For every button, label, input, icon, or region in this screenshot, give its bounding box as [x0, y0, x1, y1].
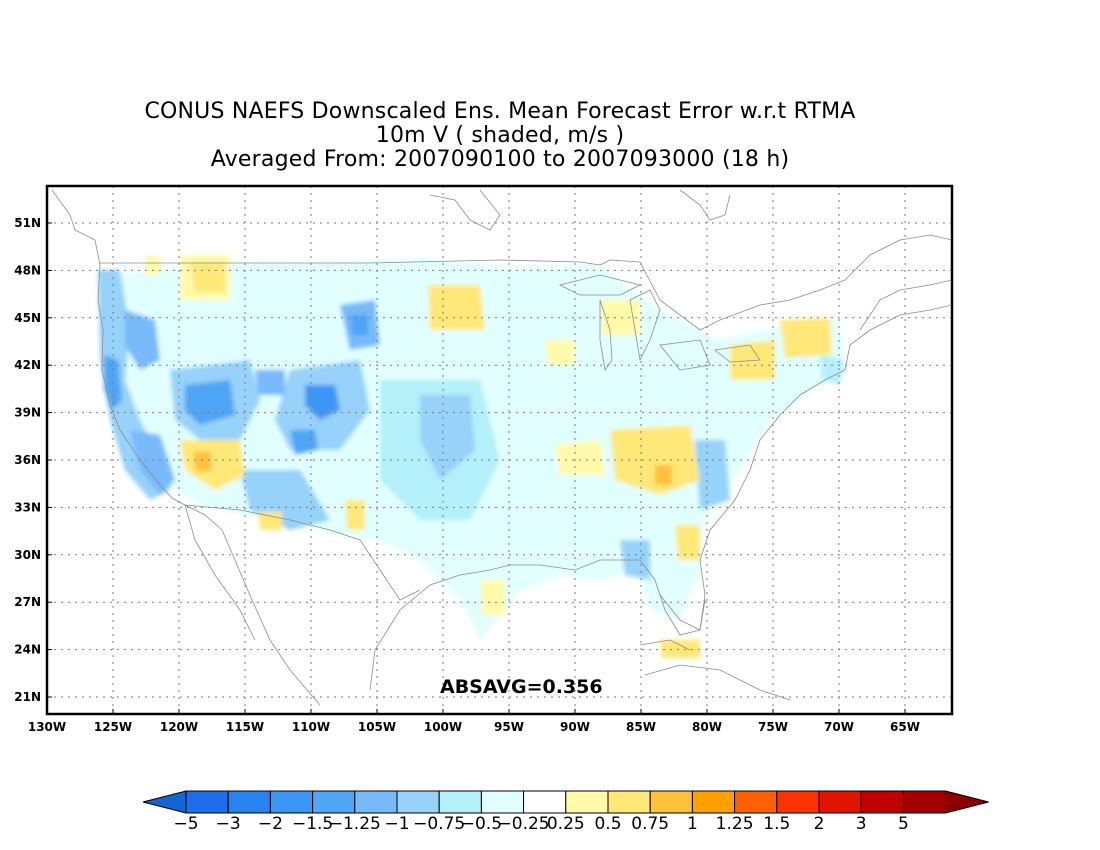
lon-tick-label: 125W: [94, 720, 132, 734]
colorbar-swatch: [902, 790, 947, 814]
colorbar-label: −1.25: [329, 814, 381, 834]
colorbar-swatch: [565, 790, 609, 814]
colorbar-label: 3: [856, 814, 867, 834]
map-frame: [45, 184, 954, 716]
colorbar-swatch: [523, 790, 567, 814]
colorbar-label: 5: [898, 814, 909, 834]
colorbar-swatch: [860, 790, 904, 814]
colorbar-swatch: [734, 790, 778, 814]
colorbar-label: −1: [384, 814, 409, 834]
colorbar-label: 1: [687, 814, 698, 834]
lat-tick-label: 51N: [14, 216, 41, 230]
colorbar-swatch: [396, 790, 440, 814]
lon-tick-label: 85W: [626, 720, 656, 734]
colorbar-swatch: [438, 790, 482, 814]
colorbar-swatch: [354, 790, 398, 814]
colorbar-label: 0.5: [594, 814, 621, 834]
colorbar-label: −2: [258, 814, 283, 834]
colorbar-swatch: [607, 790, 651, 814]
colorbar-label: 0.25: [547, 814, 585, 834]
map-subtitle: 10m V ( shaded, m/s ): [375, 123, 625, 148]
map-title: CONUS NAEFS Downscaled Ens. Mean Forecas…: [144, 99, 856, 124]
colorbar-label: −0.5: [461, 814, 502, 834]
lat-tick-label: 21N: [14, 690, 41, 704]
colorbar-label: −3: [216, 814, 241, 834]
latitude-axis: 51N 48N 45N 42N 39N 36N 33N 30N 27N 24N 21N: [14, 216, 52, 704]
lon-tick-label: 120W: [160, 720, 198, 734]
lat-tick-label: 30N: [14, 548, 41, 562]
colorbar-swatch: [480, 790, 525, 814]
colorbar-right-arrow: [945, 790, 989, 814]
absavg-label: ABSAVG=0.356: [440, 676, 603, 698]
lon-tick-label: 90W: [560, 720, 590, 734]
lon-tick-label: 100W: [424, 720, 462, 734]
colorbar-swatch: [649, 790, 693, 814]
colorbar-label: −0.25: [498, 814, 550, 834]
lat-tick-label: 48N: [14, 263, 41, 277]
averaging-period: Averaged From: 2007090100 to 2007093000 …: [210, 147, 790, 172]
lat-tick-label: 33N: [14, 500, 41, 514]
lon-tick-label: 75W: [758, 720, 788, 734]
title-block: CONUS NAEFS Downscaled Ens. Mean Forecas…: [0, 100, 1000, 172]
colorbar-label: −0.75: [413, 814, 465, 834]
lat-tick-label: 24N: [14, 643, 41, 657]
colorbar-swatch: [691, 790, 736, 814]
colorbar-label: 2: [814, 814, 825, 834]
colorbar-swatch: [312, 790, 356, 814]
lon-tick-label: 110W: [292, 720, 330, 734]
colorbar-swatch: [185, 790, 229, 814]
lat-tick-label: 39N: [14, 406, 41, 420]
colorbar-label: 1.25: [716, 814, 754, 834]
colorbar-label: −1.5: [292, 814, 333, 834]
lon-tick-label: 130W: [28, 720, 66, 734]
longitude-axis: 130W 125W 120W 115W 110W 105W 100W 95W 90W 85W 80W…: [28, 709, 920, 734]
colorbar-swatch: [818, 790, 862, 814]
colorbar-swatch: [269, 790, 314, 814]
lon-tick-label: 80W: [692, 720, 722, 734]
lat-tick-label: 42N: [14, 358, 41, 372]
colorbar-swatch: [776, 790, 820, 814]
lon-tick-label: 65W: [890, 720, 920, 734]
colorbar-left-arrow: [142, 790, 187, 814]
colorbar-label: 1.5: [763, 814, 790, 834]
colorbar-label: 0.75: [631, 814, 669, 834]
lon-tick-label: 70W: [824, 720, 854, 734]
lat-tick-label: 45N: [14, 311, 41, 325]
lon-tick-label: 95W: [494, 720, 524, 734]
lon-tick-label: 115W: [226, 720, 264, 734]
lat-tick-label: 27N: [14, 595, 41, 609]
shaded-error-field: [98, 255, 845, 658]
colorbar-swatch: [227, 790, 271, 814]
lat-tick-label: 36N: [14, 453, 41, 467]
lon-tick-label: 105W: [358, 720, 396, 734]
colorbar-label: −5: [173, 814, 198, 834]
